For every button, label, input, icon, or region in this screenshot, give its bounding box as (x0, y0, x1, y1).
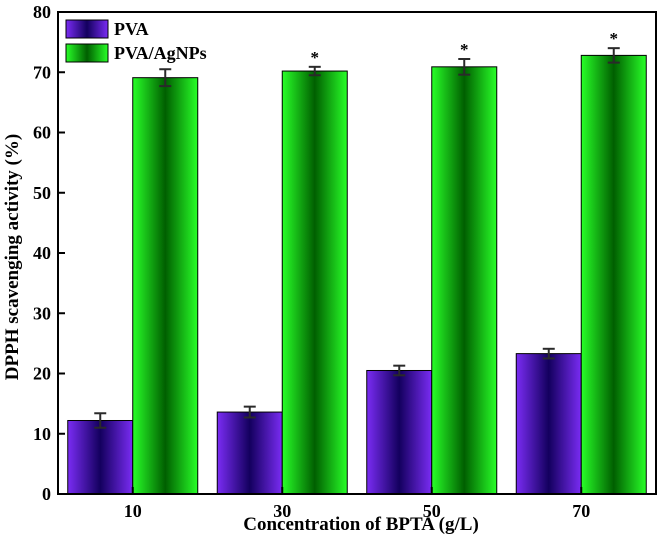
significance-marker-30: * (311, 48, 320, 67)
y-tick-label-50: 50 (33, 183, 51, 203)
y-tick-label-20: 20 (33, 364, 51, 384)
legend-swatch-pva-agnps (65, 43, 109, 63)
x-tick-label-70: 70 (572, 501, 590, 521)
bar-pva-10 (67, 419, 134, 495)
y-tick-label-60: 60 (33, 123, 51, 143)
bar-pva-70 (515, 353, 582, 495)
bar-pva-30 (216, 411, 283, 495)
bar-pva-50 (366, 369, 433, 495)
bar-pva-agnps-70 (580, 54, 647, 495)
x-tick-label-50: 50 (423, 501, 441, 521)
x-tick-label-10: 10 (124, 501, 142, 521)
legend: PVA PVA/AgNPs (65, 19, 207, 63)
bar-pva-agnps-30 (281, 70, 348, 495)
x-axis-title: Concentration of BPTA (g/L) (243, 514, 479, 535)
y-tick-label-30: 30 (33, 303, 51, 323)
y-axis-title: DPPH scavenging activity (%) (2, 134, 23, 380)
bar-pva-agnps-50 (431, 66, 498, 495)
legend-label-pva: PVA (114, 19, 149, 39)
significance-marker-70: * (610, 29, 619, 48)
legend-swatch-pva (65, 19, 109, 39)
y-tick-label-70: 70 (33, 62, 51, 82)
bar-pva-agnps-10 (132, 77, 199, 495)
x-tick-label-30: 30 (273, 501, 291, 521)
legend-label-pva-agnps: PVA/AgNPs (114, 43, 207, 63)
significance-marker-50: * (460, 40, 469, 59)
bars-layer: * * * (67, 29, 647, 495)
y-tick-label-40: 40 (33, 243, 51, 263)
y-tick-label-10: 10 (33, 424, 51, 444)
y-tick-label-80: 80 (33, 2, 51, 22)
axes-layer: 0 10 20 30 40 50 60 70 80 10 30 50 70 (33, 2, 657, 521)
y-tick-label-0: 0 (42, 484, 51, 504)
